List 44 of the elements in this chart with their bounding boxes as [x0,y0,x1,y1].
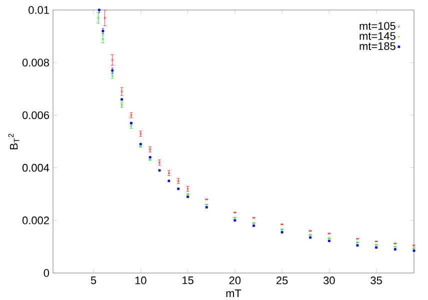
x-axis-title: mT [226,290,242,298]
x-tick-label: 20 [229,276,241,284]
point [177,180,180,182]
y-tick-label: 0.006 [22,111,49,120]
legend-label: mt=185 [360,42,396,50]
point [280,228,284,231]
point [205,203,208,206]
point [252,216,256,220]
y-tick-label: 0.002 [22,216,49,224]
point [356,241,359,244]
x-tick-label: 5 [90,276,96,284]
point [356,238,359,240]
point [328,232,330,235]
y-tick-label: 0.004 [22,164,50,172]
point [375,244,378,246]
point [375,240,378,243]
point [309,230,312,232]
point [205,198,208,201]
x-tick-label: 15 [182,276,194,284]
point [139,146,142,148]
point [394,242,396,245]
point [280,223,284,226]
y-tick-label: 0.008 [22,58,49,66]
x-tick-label: 35 [370,276,382,284]
point [234,211,236,214]
point [328,237,330,240]
point [394,245,396,248]
y-tick-label: 0 [44,269,50,277]
point [120,90,124,93]
x-tick-label: 10 [135,276,146,284]
legend-label: mt=105 [360,22,396,30]
point [168,172,170,174]
point [309,234,312,236]
point [412,244,416,247]
point [148,158,152,162]
y-tick-label: 0.01 [28,6,49,14]
x-tick-label: 30 [324,276,335,284]
point [102,38,104,40]
point [234,216,236,220]
point [252,222,256,224]
legend-label: mt=145 [360,32,396,40]
point [130,124,132,127]
x-tick-label: 25 [276,276,288,284]
point [111,58,114,62]
